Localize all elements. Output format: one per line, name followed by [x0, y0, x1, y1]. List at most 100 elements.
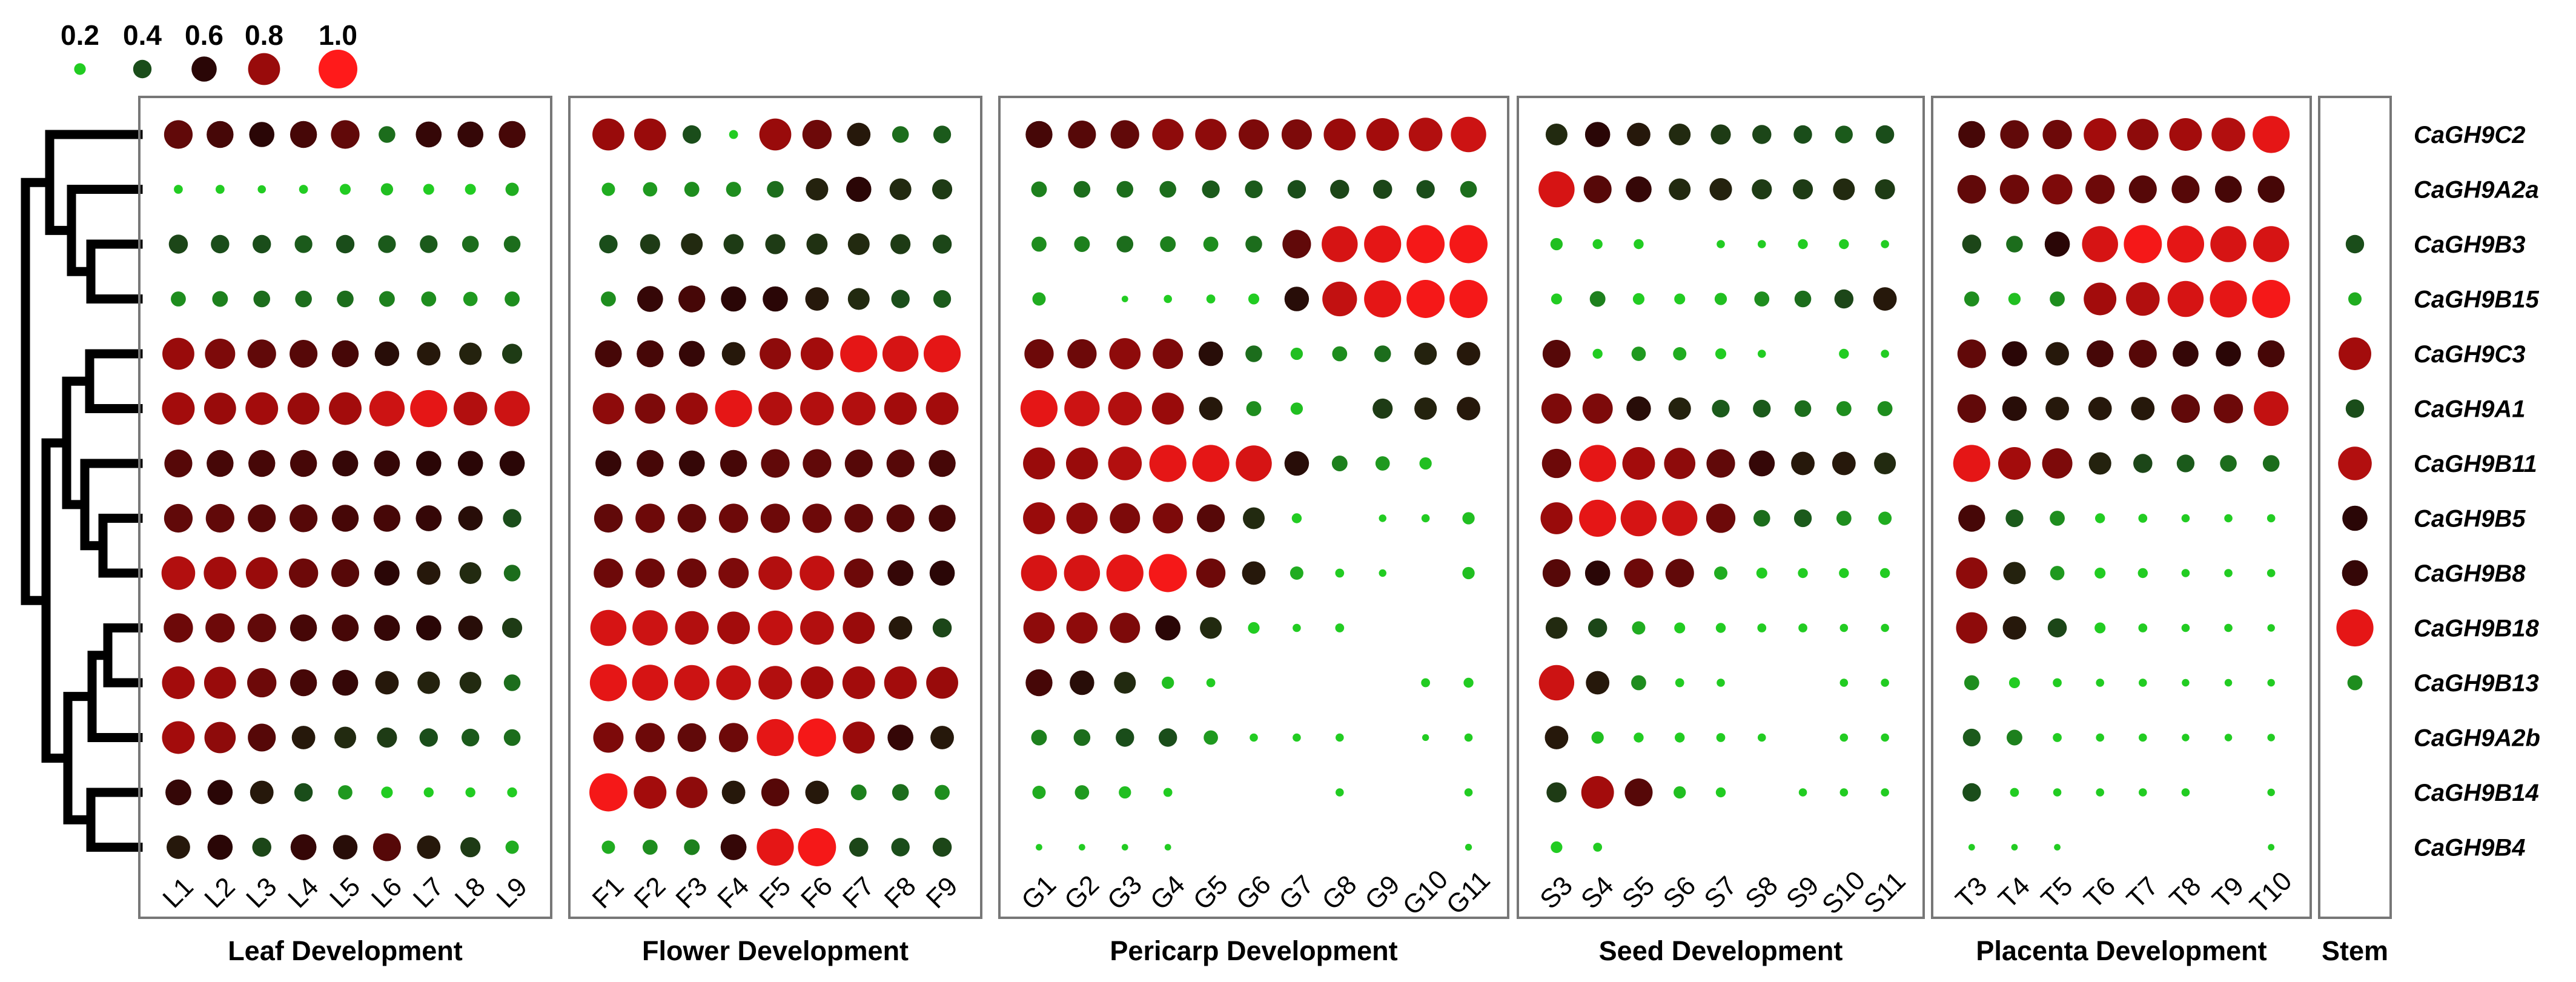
expression-dot [1881, 240, 1889, 248]
expression-dot [204, 722, 236, 754]
gene-label: CaGH9B13 [2414, 670, 2539, 697]
expression-dot [2336, 609, 2374, 647]
expression-dot [1964, 291, 1979, 307]
expression-dot [162, 392, 195, 425]
expression-dot [1110, 120, 1139, 149]
dendrogram-branch [80, 459, 143, 551]
expression-dot [162, 666, 195, 699]
expression-dot [593, 722, 624, 753]
expression-dot [1542, 339, 1571, 368]
expression-dot [207, 450, 234, 477]
expression-dot [1379, 569, 1386, 577]
expression-dot [2137, 568, 2148, 579]
expression-dot [294, 783, 313, 802]
expression-dot [2011, 844, 2018, 851]
expression-dot [1674, 622, 1686, 634]
expression-dot [2181, 514, 2190, 523]
expression-dot [2042, 119, 2072, 150]
expression-dot [204, 557, 237, 589]
legend-label: 0.8 [245, 19, 283, 51]
expression-dot [458, 615, 483, 640]
expression-dot [1282, 230, 1311, 259]
expression-dot [1541, 393, 1572, 424]
expression-dot [2044, 231, 2070, 257]
expression-dot [589, 664, 627, 702]
expression-dot [421, 291, 437, 307]
expression-dot [760, 503, 790, 533]
expression-dot [2214, 176, 2242, 203]
expression-dot [1798, 568, 1808, 579]
sample-label: G2 [1059, 870, 1105, 916]
expression-dot [1631, 675, 1646, 691]
expression-dot [1464, 733, 1473, 742]
expression-dot [1714, 566, 1727, 580]
expression-dot [459, 342, 482, 365]
sample-label: L8 [449, 872, 491, 914]
expression-dot [2216, 341, 2241, 367]
expression-dot [299, 185, 308, 194]
expression-dot [290, 339, 318, 368]
expression-dot [844, 449, 873, 478]
expression-dot [245, 392, 279, 425]
expression-dot [288, 558, 319, 588]
expression-dot [205, 339, 236, 369]
sample-label: S7 [1698, 871, 1743, 915]
size-color-legend: 0.2 0.4 0.6 0.8 1.0 [61, 19, 357, 88]
expression-dot [2338, 446, 2372, 480]
expression-dot [1281, 119, 1312, 150]
expression-dot [290, 121, 317, 148]
expression-dot [1323, 118, 1356, 151]
sample-label: F7 [837, 871, 880, 914]
expression-dot [1757, 240, 1766, 248]
expression-dot [380, 183, 394, 196]
expression-dot [423, 184, 434, 195]
expression-dot [1031, 181, 1047, 197]
expression-dot [1717, 678, 1725, 687]
expression-dot [1202, 180, 1220, 199]
sample-label: L1 [157, 872, 199, 914]
expression-dot [1284, 451, 1310, 476]
expression-dot [884, 666, 917, 699]
expression-dot [840, 335, 878, 373]
expression-dot [1322, 226, 1358, 262]
expression-dot [678, 450, 705, 477]
expression-dot [2002, 396, 2027, 421]
expression-dot [2220, 455, 2237, 472]
sample-label: S5 [1617, 871, 1661, 915]
expression-dot [332, 450, 359, 477]
expression-dot [171, 291, 186, 307]
expression-dot [1631, 347, 1646, 361]
expression-dot [717, 611, 750, 645]
expression-dot [892, 126, 909, 143]
expression-dot [1835, 125, 1853, 144]
panel-frame [1931, 96, 2312, 919]
expression-dot [1717, 240, 1725, 248]
dendrogram-branch [21, 177, 55, 605]
expression-dot [1195, 119, 1227, 150]
expression-dot [1584, 560, 1611, 586]
sample-label: F6 [795, 871, 838, 914]
expression-dot [674, 665, 710, 701]
expression-dot [2171, 394, 2200, 423]
expression-dot [2347, 675, 2363, 691]
expression-dot [1832, 451, 1856, 476]
expression-dot [1121, 844, 1128, 851]
expression-dot [457, 451, 483, 476]
expression-dot [2345, 234, 2365, 254]
expression-dot [677, 723, 706, 752]
expression-dot [798, 828, 836, 866]
expression-dot [2267, 788, 2275, 797]
expression-dot [841, 391, 876, 426]
expression-dot [1624, 558, 1654, 588]
expression-dot [2096, 678, 2104, 687]
expression-dot [204, 666, 236, 699]
expression-dot [1116, 236, 1134, 253]
expression-dot [1239, 119, 1269, 150]
expression-dot [1248, 622, 1260, 634]
expression-dot [1794, 290, 1812, 308]
expression-dot [1106, 554, 1144, 592]
expression-dot [2082, 226, 2118, 262]
expression-dot [2210, 226, 2247, 262]
expression-dot [1419, 457, 1432, 470]
